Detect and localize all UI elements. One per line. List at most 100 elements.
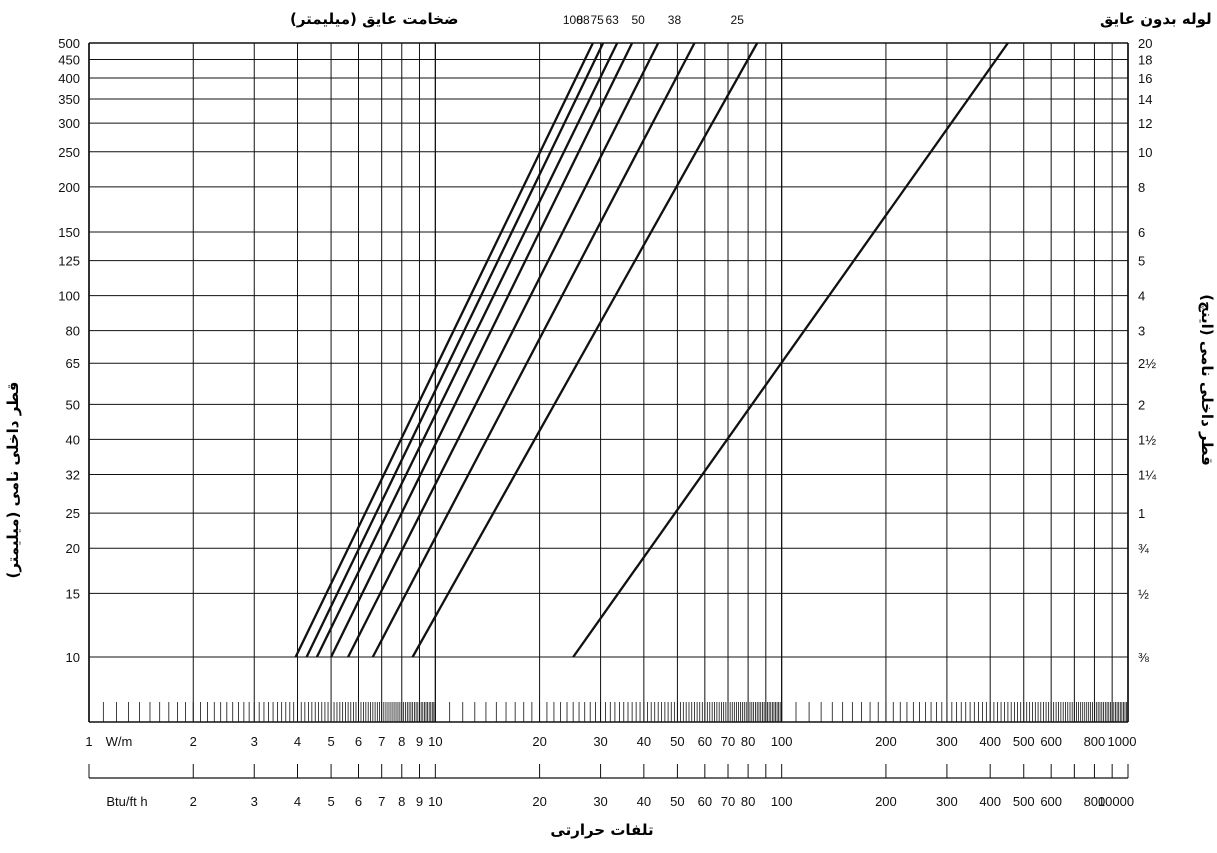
y-tick-labels-left: 500 450 400 350 300 250 200 150 125 100 80 65 50 40 32… (58, 36, 80, 665)
series-top-label: 100 (563, 13, 583, 27)
x-unit-primary: W/m (106, 734, 133, 749)
y-tick-label-right: 8 (1138, 180, 1145, 195)
series-line (330, 42, 634, 658)
x-tick-label: 2 (190, 734, 197, 749)
x-tick-label-secondary: 500 (1013, 794, 1035, 809)
y-tick-label-right: 20 (1138, 36, 1152, 51)
x-tick-label: 20 (532, 734, 546, 749)
series-line (572, 42, 1009, 658)
x-tick-labels: 1 2 3 4 5 6 7 8 9 10 20 30 40 50 60 70 80 100 200 300 400 500… (85, 734, 1136, 749)
y-tick-label: 450 (58, 53, 80, 68)
x-tick-label-secondary: 100 (771, 794, 793, 809)
y-tick-label: 20 (66, 541, 80, 556)
x-tick-label: 400 (979, 734, 1001, 749)
x-tick-label-secondary: 600 (1040, 794, 1062, 809)
y-tick-label-right: 6 (1138, 225, 1145, 240)
y-tick-label-right: 14 (1138, 92, 1152, 107)
x-tick-label: 60 (698, 734, 712, 749)
x-rug-ticks (88, 702, 1127, 722)
x-tick-label-secondary: 30 (593, 794, 607, 809)
series-top-label: 75 (590, 13, 604, 27)
y-tick-label: 500 (58, 36, 80, 51)
x-tick-label-secondary: 10000 (1098, 794, 1134, 809)
series-line (305, 42, 605, 658)
y-tick-label-right: 10 (1138, 145, 1152, 160)
x-tick-label: 3 (251, 734, 258, 749)
y-tick-label-right: ½ (1138, 586, 1149, 601)
x-tick-label: 8 (398, 734, 405, 749)
x-tick-label-secondary: 300 (936, 794, 958, 809)
x-tick-label: 100 (771, 734, 793, 749)
y-tick-label: 32 (66, 467, 80, 482)
x-tick-label-secondary: 60 (698, 794, 712, 809)
y-tick-label: 40 (66, 432, 80, 447)
x-tick-label: 9 (416, 734, 423, 749)
y-tick-label: 25 (66, 506, 80, 521)
x-tick-label-secondary: 4 (294, 794, 301, 809)
y-axis-label-right: قطر داخلی نامی (اینچ) (1198, 294, 1216, 466)
x-axis-label: تلفات حرارتی (550, 821, 653, 839)
y-tick-label-right: 5 (1138, 254, 1145, 269)
y-tick-label: 300 (58, 116, 80, 131)
x-tick-label: 80 (741, 734, 755, 749)
y-tick-label-right: 12 (1138, 116, 1152, 131)
y-tick-label-right: 2½ (1138, 356, 1156, 371)
x-tick-label: 5 (327, 734, 334, 749)
x-tick-labels-secondary: 2 3 4 5 6 7 8 9 10 20 30 40 50 60 70 80 100 200 300 400 500 6… (190, 794, 1134, 809)
x-tick-label-secondary: 20 (532, 794, 546, 809)
title-right: لوله بدون عایق (1100, 10, 1212, 28)
x-tick-label: 300 (936, 734, 958, 749)
y-tick-label-right: 3 (1138, 324, 1145, 339)
x-tick-label: 10 (428, 734, 442, 749)
y-tick-label-right: 18 (1138, 53, 1152, 68)
y-tick-label: 250 (58, 145, 80, 160)
y-tick-label-right: ⅜ (1138, 650, 1149, 665)
x-tick-label: 6 (355, 734, 362, 749)
x-tick-label-secondary: 80 (741, 794, 755, 809)
series-line (294, 42, 594, 658)
y-tick-labels-right: 20 18 16 14 12 10 8 6 5 4 3 2½ 2 1½ 1¼ 1 ¾ ½ ⅜ (1138, 36, 1156, 665)
y-tick-label-right: 1¼ (1138, 467, 1156, 482)
series-lines (294, 42, 1009, 658)
y-axis-label-left: قطر داخلی نامی (میلیمتر) (4, 382, 22, 579)
y-tick-label: 65 (66, 356, 80, 371)
y-tick-label-right: ¾ (1138, 541, 1149, 556)
series-top-label: 25 (731, 13, 745, 27)
x-tick-label: 30 (593, 734, 607, 749)
y-tick-label: 125 (58, 254, 80, 269)
x-tick-label-secondary: 6 (355, 794, 362, 809)
y-tick-label: 10 (66, 650, 80, 665)
y-tick-label: 150 (58, 225, 80, 240)
x-tick-label-secondary: 400 (979, 794, 1001, 809)
y-tick-label-right: 16 (1138, 71, 1152, 86)
y-tick-label-right: 1½ (1138, 432, 1156, 447)
x-tick-label-secondary: 3 (251, 794, 258, 809)
x-tick-label: 70 (721, 734, 735, 749)
x-tick-label-secondary: 9 (416, 794, 423, 809)
x-tick-label-secondary: 50 (670, 794, 684, 809)
x-tick-label: 800 (1084, 734, 1106, 749)
x-tick-label-secondary: 10 (428, 794, 442, 809)
axis-frame (88, 42, 1129, 779)
x-tick-label: 7 (378, 734, 385, 749)
y-tick-label: 400 (58, 71, 80, 86)
x-tick-label: 50 (670, 734, 684, 749)
x-tick-label-secondary: 40 (637, 794, 651, 809)
series-top-label: 88 (576, 13, 590, 27)
y-tick-label: 50 (66, 397, 80, 412)
x-tick-label: 1000 (1108, 734, 1137, 749)
x-tick-label: 500 (1013, 734, 1035, 749)
series-line (315, 42, 619, 658)
x-tick-label: 40 (637, 734, 651, 749)
x-tick-label: 600 (1040, 734, 1062, 749)
y-tick-label-right: 4 (1138, 289, 1145, 304)
series-line (411, 42, 759, 658)
series-top-label: 50 (632, 13, 646, 27)
x-tick-label-secondary: 200 (875, 794, 897, 809)
x-tick-label-secondary: 2 (190, 794, 197, 809)
y-tick-label-right: 1 (1138, 506, 1145, 521)
x-tick-label-secondary: 70 (721, 794, 735, 809)
series-top-label: 63 (605, 13, 619, 27)
